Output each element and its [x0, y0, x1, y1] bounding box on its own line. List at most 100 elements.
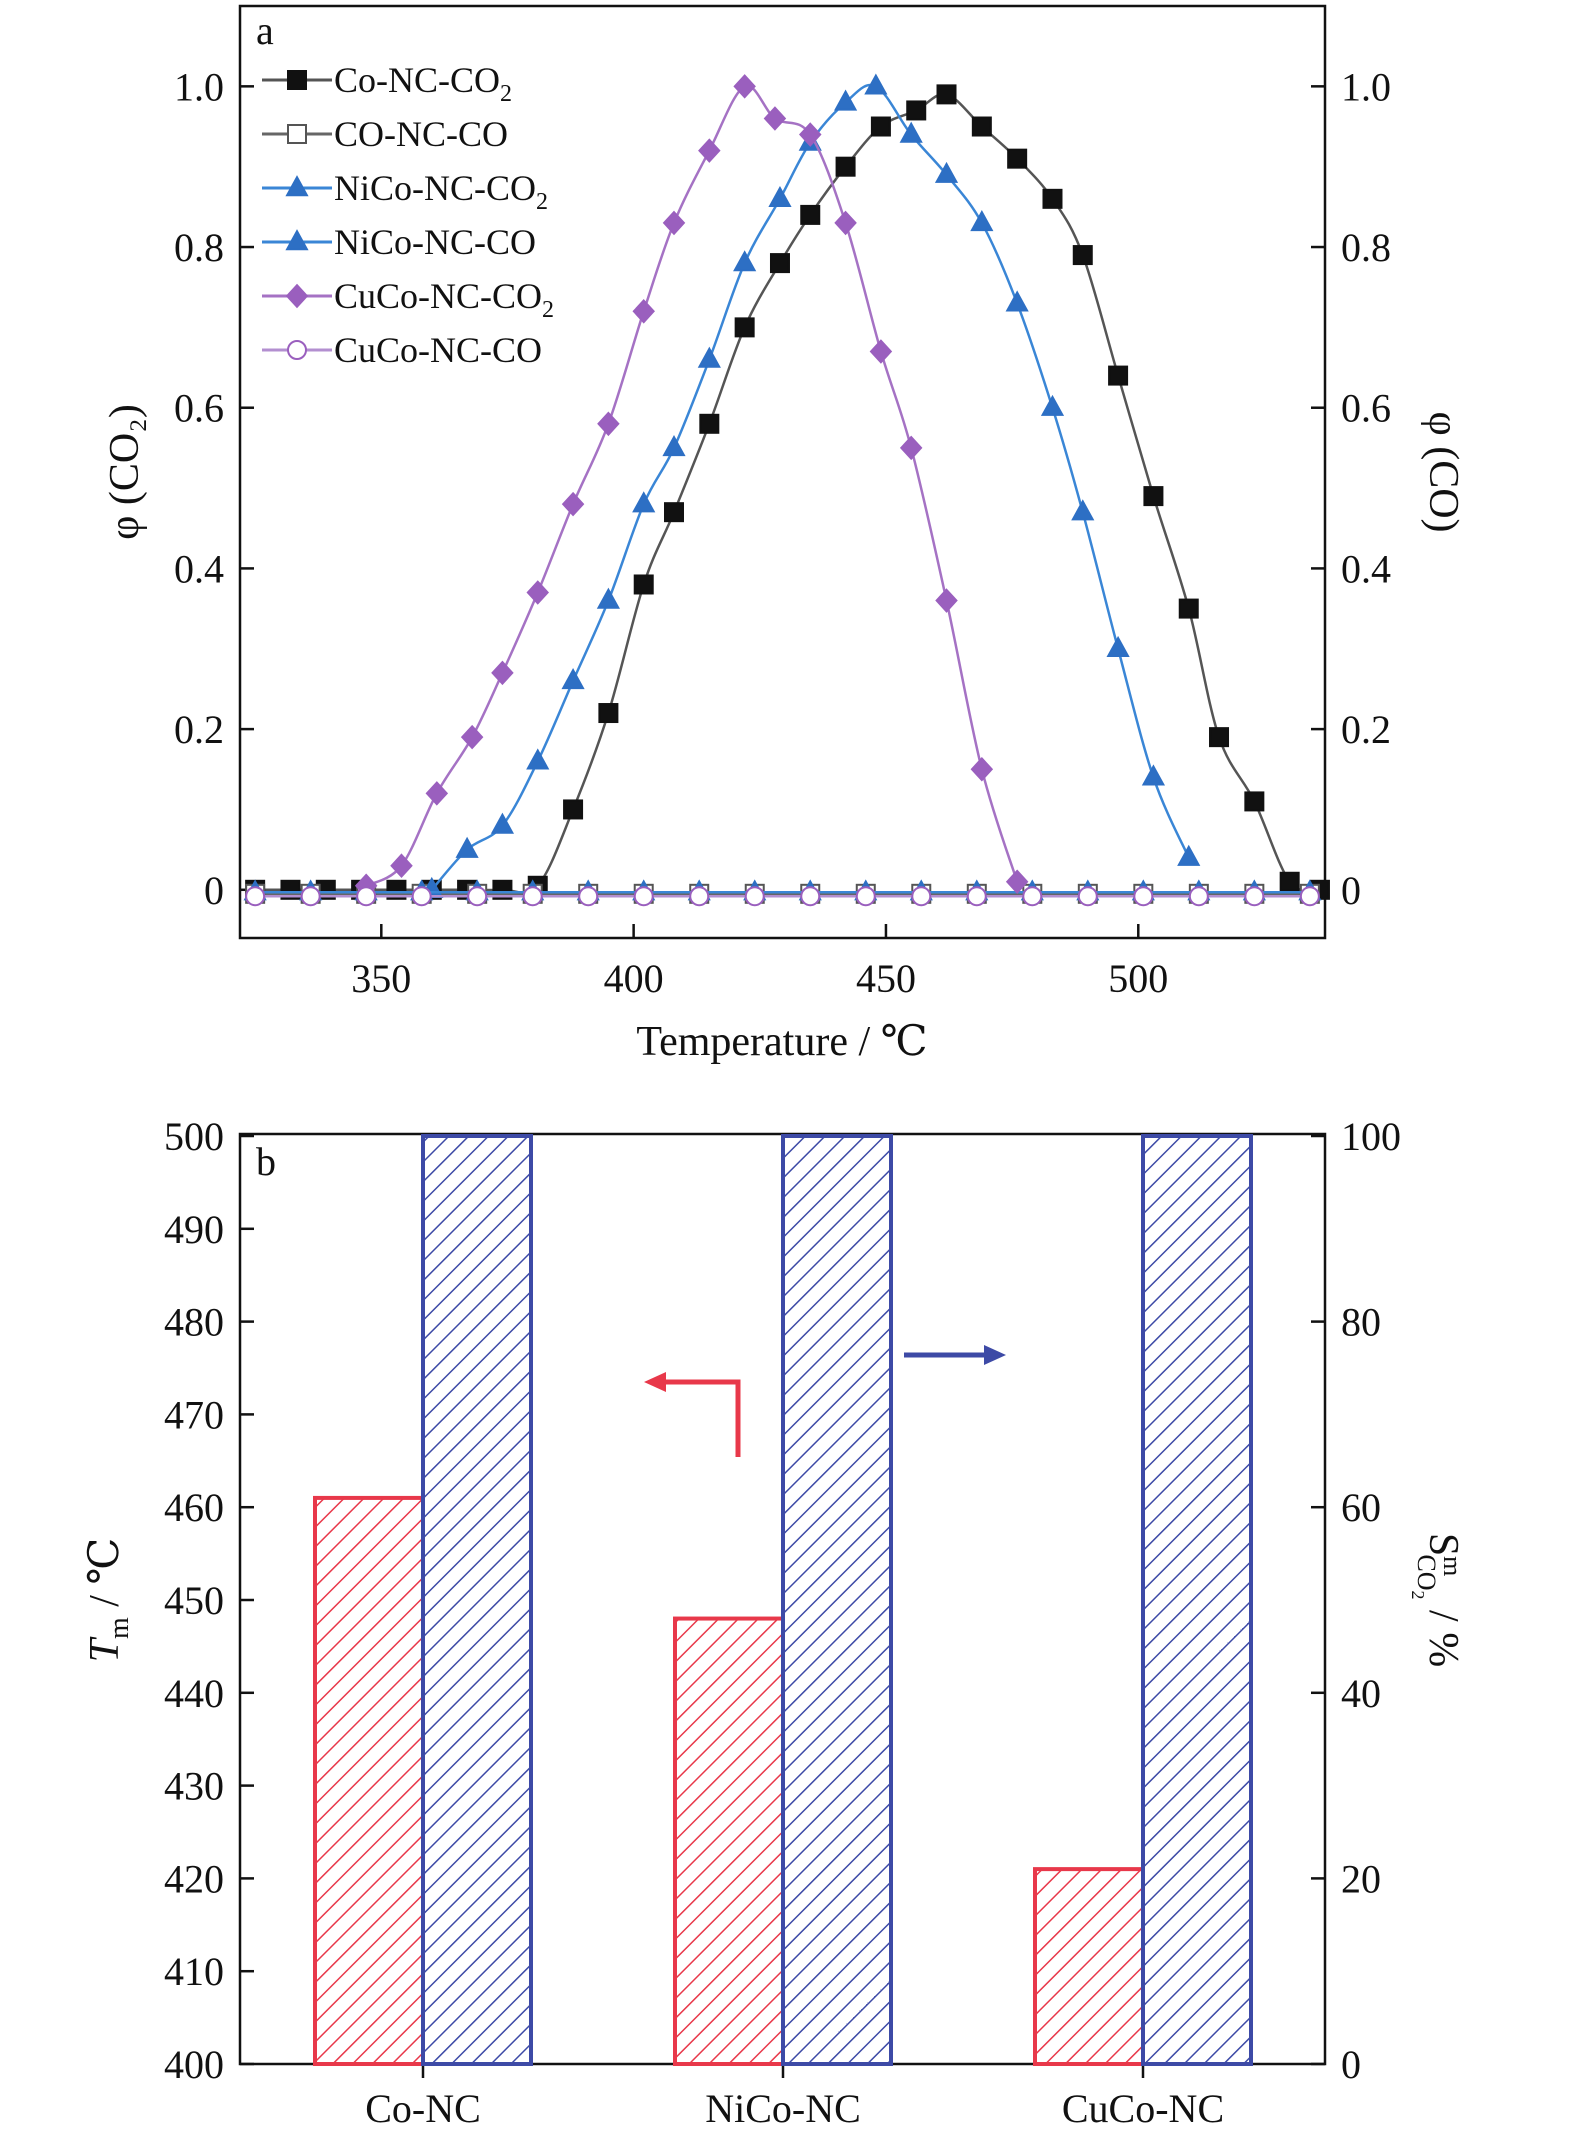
panel-b-right-y-tick-label: 40 — [1341, 1671, 1381, 1716]
panel-b-left-y-tick-label: 420 — [164, 1856, 224, 1901]
panel-a-right-y-tick-label: 0.6 — [1341, 386, 1391, 431]
legend-label: CuCo-NC-CO2 — [334, 276, 554, 323]
legend-label: CO-NC-CO — [334, 114, 508, 154]
series-co-nc-co2 — [245, 84, 1330, 900]
data-point — [1209, 727, 1230, 748]
legend-label: Co-NC-CO2 — [334, 60, 512, 107]
panel-b-left-y-tick-label: 500 — [164, 1114, 224, 1159]
data-point — [1279, 871, 1300, 892]
data-point — [834, 210, 857, 236]
data-point — [356, 886, 377, 907]
data-point — [1042, 188, 1063, 209]
panel-a-legend: Co-NC-CO2 CO-NC-CO NiCo-NC-CO2 NiCo-NC-CO Cu… — [262, 60, 554, 370]
panel-a-x-tick-label: 500 — [1108, 956, 1168, 1001]
panel-b-category-label: NiCo-NC — [705, 2086, 861, 2131]
data-point — [833, 89, 858, 111]
data-point — [662, 435, 686, 457]
data-point — [633, 886, 654, 907]
panel-b-ticks: 400 410 420 430 440 450 460 470 480 490 500 0 20 40 60… — [164, 1114, 1401, 2131]
panel-a-series — [243, 73, 1330, 907]
legend-entry: NiCo-NC-CO — [262, 222, 536, 262]
data-point — [800, 204, 821, 225]
data-point — [744, 886, 765, 907]
data-point — [1040, 394, 1065, 416]
data-point — [1141, 764, 1166, 786]
bar-tm — [1033, 1867, 1145, 2066]
data-point — [491, 660, 514, 686]
data-point — [578, 886, 599, 907]
panel-b-left-y-axis-label: Tm / ℃ — [82, 1538, 135, 1663]
data-point — [526, 580, 550, 605]
data-point — [664, 502, 684, 523]
data-point — [734, 317, 755, 338]
data-point — [598, 703, 619, 724]
legend-marker — [287, 70, 307, 90]
panel-a-ticks: 350 400 450 500 0 0 0.2 0.2 0.4 0.4 0.6 0.6 0.8 0.8 1.… — [174, 64, 1391, 1001]
data-point — [455, 836, 479, 858]
panel-b-right-y-tick-label: 80 — [1341, 1300, 1381, 1345]
legend-label: NiCo-NC-CO2 — [334, 168, 548, 215]
data-point — [467, 886, 488, 907]
panel-a-line-chart: a 350 400 450 500 0 0 0.2 0.2 0.4 0.4 0.6 0.6 0.8 0.8… — [102, 4, 1466, 1065]
data-point — [460, 724, 484, 750]
panel-a-right-y-tick-label: 0 — [1341, 868, 1361, 913]
panel-b-category-label: CuCo-NC — [1062, 2086, 1224, 2131]
panel-b-left-y-tick-label: 440 — [164, 1671, 224, 1716]
panel-b-right-y-tick-label: 100 — [1341, 1114, 1401, 1159]
panel-a-right-y-tick-label: 1.0 — [1341, 64, 1391, 109]
data-point — [300, 886, 321, 907]
legend-entry: Co-NC-CO2 — [262, 60, 512, 107]
legend-marker — [287, 124, 307, 144]
panel-b-left-y-tick-label: 400 — [164, 2042, 224, 2087]
data-point — [1108, 365, 1129, 386]
data-point — [769, 253, 790, 274]
data-point — [689, 886, 710, 907]
data-point — [1007, 148, 1028, 169]
data-point — [1072, 245, 1093, 266]
data-point — [864, 73, 888, 95]
panel-b-left-y-tick-label: 450 — [164, 1578, 224, 1623]
panel-b-right-y-tick-label: 0 — [1341, 2042, 1361, 2087]
data-point — [1071, 499, 1095, 521]
series-cuco-nc-co — [245, 886, 1320, 907]
data-point — [245, 886, 266, 907]
panel-b-left-y-tick-label: 430 — [164, 1764, 224, 1809]
panel-a-left-y-tick-label: 0.4 — [174, 546, 224, 591]
legend-marker — [287, 340, 307, 360]
data-point — [1177, 844, 1201, 866]
data-point — [1143, 486, 1164, 507]
bar-tm — [673, 1616, 785, 2067]
data-point — [899, 121, 923, 143]
data-point — [935, 588, 958, 613]
data-point — [1299, 886, 1320, 907]
data-point — [733, 74, 756, 99]
data-point — [1022, 886, 1043, 907]
data-point — [906, 100, 927, 121]
data-point — [936, 84, 957, 105]
data-point — [699, 413, 720, 434]
data-point — [490, 812, 515, 834]
data-point — [1188, 886, 1209, 907]
panel-b-right-y-axis-label: SmCO2 / % — [1408, 1533, 1467, 1667]
panel-a-left-y-tick-label: 0 — [204, 868, 224, 913]
data-point — [1005, 869, 1029, 895]
data-point — [855, 886, 876, 907]
legend-entry: NiCo-NC-CO2 — [262, 168, 548, 215]
data-point — [411, 886, 432, 907]
legend-entry: CO-NC-CO — [262, 114, 508, 154]
panel-a-right-y-tick-label: 0.4 — [1341, 546, 1391, 591]
data-point — [390, 853, 413, 878]
panel-b-left-y-tick-label: 460 — [164, 1485, 224, 1530]
panel-a-left-y-tick-label: 0.2 — [174, 707, 224, 752]
bar-tm — [313, 1495, 425, 2067]
series-co-nc-co — [245, 883, 1320, 904]
data-point — [632, 299, 655, 324]
data-point — [800, 886, 821, 907]
data-point — [869, 339, 893, 364]
series-nico-nc-co2 — [420, 73, 1201, 898]
data-point — [1244, 791, 1265, 812]
data-point — [596, 587, 620, 609]
panel-a-x-tick-label: 350 — [351, 956, 411, 1001]
data-point — [970, 756, 994, 782]
